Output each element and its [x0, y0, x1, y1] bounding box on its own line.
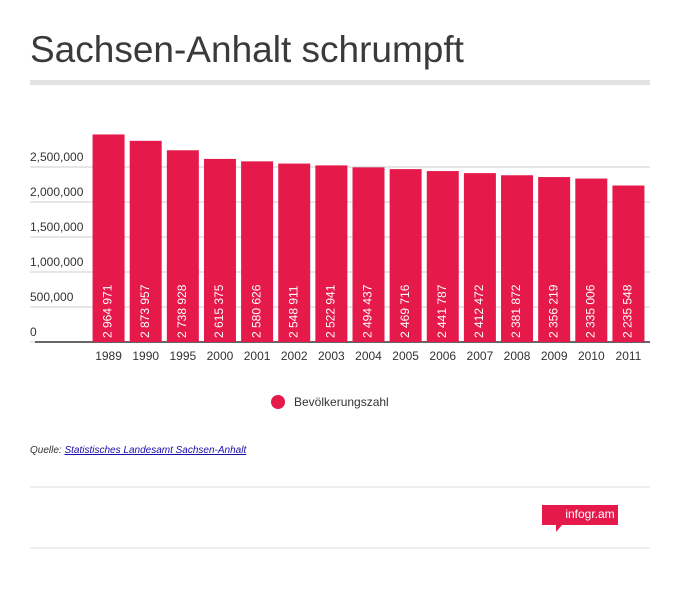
x-tick-label: 1989 [95, 349, 122, 363]
x-tick-label: 2000 [207, 349, 234, 363]
bar [612, 185, 645, 342]
bar [538, 177, 571, 342]
source-label: Quelle: [30, 445, 62, 456]
chart-title: Sachsen-Anhalt schrumpft [30, 29, 465, 70]
bar [426, 171, 459, 342]
x-tick-label: 2005 [392, 349, 419, 363]
legend-label: Bevölkerungszahl [294, 395, 389, 409]
x-tick-label: 2003 [318, 349, 345, 363]
value-label: 2 522 941 [324, 284, 338, 338]
y-tick-label: 500,000 [30, 290, 74, 304]
bar [166, 150, 199, 342]
x-tick-label: 2006 [429, 349, 456, 363]
value-label: 2 381 872 [509, 284, 523, 338]
bar [241, 161, 274, 342]
value-label: 2 356 219 [546, 284, 560, 338]
source: Quelle: Statistisches Landesamt Sachsen-… [30, 445, 247, 456]
x-tick-label: 1990 [132, 349, 159, 363]
value-label: 2 412 472 [472, 284, 486, 338]
value-label: 2 441 787 [435, 284, 449, 338]
bar [389, 169, 422, 342]
value-label: 2 494 437 [361, 284, 375, 338]
y-tick-label: 1,500,000 [30, 220, 84, 234]
x-tick-label: 2011 [616, 349, 642, 363]
source-link[interactable]: Statistisches Landesamt Sachsen-Anhalt [64, 445, 247, 456]
x-tick-label: 2001 [244, 349, 271, 363]
value-label: 2 964 971 [101, 284, 115, 338]
value-label: 2 335 006 [583, 284, 597, 338]
bar [352, 167, 385, 342]
bar [278, 163, 311, 342]
bar [203, 158, 236, 342]
value-label: 2 580 626 [249, 284, 263, 338]
value-label: 2 873 957 [138, 284, 152, 338]
value-label: 2 235 548 [621, 284, 635, 338]
bar [575, 178, 608, 342]
value-label: 2 548 911 [286, 285, 300, 338]
x-tick-label: 2008 [504, 349, 531, 363]
legend-marker [271, 395, 285, 409]
branding-flag [542, 505, 618, 532]
y-tick-label: 2,500,000 [30, 150, 84, 164]
bar [315, 165, 348, 342]
branding[interactable]: infogr.am [565, 507, 614, 521]
x-tick-label: 1995 [169, 349, 196, 363]
bar [92, 134, 125, 342]
y-tick-label: 2,000,000 [30, 185, 84, 199]
x-tick-label: 2002 [281, 349, 308, 363]
x-tick-label: 2007 [467, 349, 494, 363]
y-tick-label: 0 [30, 325, 37, 339]
y-tick-label: 1,000,000 [30, 255, 84, 269]
bar [463, 173, 496, 342]
x-tick-label: 2009 [541, 349, 568, 363]
bar [129, 140, 162, 342]
value-label: 2 469 716 [398, 284, 412, 338]
bar [501, 175, 534, 342]
x-tick-label: 2004 [355, 349, 382, 363]
value-label: 2 615 375 [212, 284, 226, 338]
title-rule [30, 80, 650, 85]
value-label: 2 738 928 [175, 284, 189, 338]
x-tick-label: 2010 [578, 349, 605, 363]
